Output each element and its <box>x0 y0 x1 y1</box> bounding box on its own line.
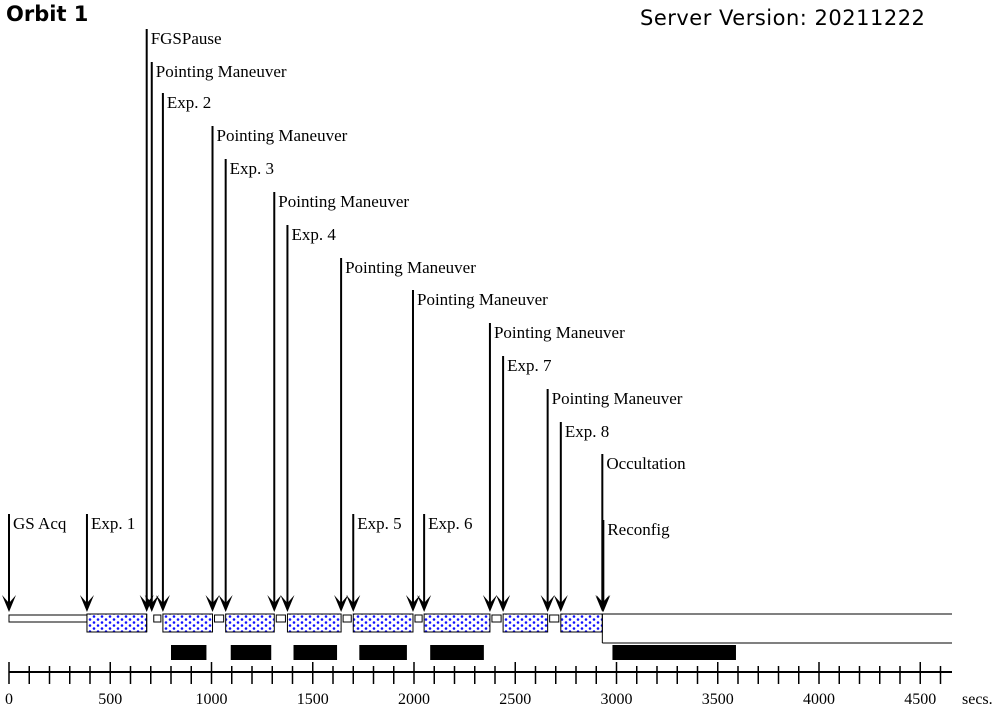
black-bar <box>293 645 338 660</box>
black-bar <box>612 645 736 660</box>
axis-unit-label: secs. <box>962 691 993 708</box>
segment-exposure <box>423 613 491 633</box>
segment-exposure <box>286 613 342 633</box>
tick-label: 3000 <box>601 691 633 708</box>
arrow-head-icon <box>155 595 170 612</box>
segment-maneuver <box>214 614 225 623</box>
tick-label: 1500 <box>297 691 329 708</box>
server-version-value: 20211222 <box>814 6 926 30</box>
tick-label: 2000 <box>398 691 430 708</box>
segment-maneuver <box>414 614 423 623</box>
black-bar <box>359 645 407 660</box>
segment-maneuver <box>342 614 352 623</box>
event-label: FGSPause <box>151 29 222 48</box>
arrow-head-icon <box>205 595 220 612</box>
arrow-head-icon <box>417 595 432 612</box>
arrow-head-icon <box>540 595 555 612</box>
event-label: Pointing Maneuver <box>494 323 625 342</box>
segment-maneuver <box>491 614 502 623</box>
event-label: Pointing Maneuver <box>417 290 548 309</box>
segment-exposure <box>352 613 414 633</box>
arrow-head-icon <box>346 595 361 612</box>
arrow-head-icon <box>280 595 295 612</box>
event-label: Pointing Maneuver <box>552 389 683 408</box>
tick-label: 1000 <box>196 691 228 708</box>
arrow-head-icon <box>144 595 159 612</box>
arrow-head-icon <box>139 595 154 612</box>
segment-exposure <box>86 613 148 633</box>
segment-exposure <box>560 613 603 633</box>
event-label: Occultation <box>606 454 686 473</box>
arrow-head-icon <box>553 595 568 612</box>
segment-maneuver <box>275 614 286 623</box>
segment-exposure <box>162 613 214 633</box>
event-label: Pointing Maneuver <box>345 258 476 277</box>
event-label: Exp. 4 <box>291 225 336 244</box>
arrow-head-icon <box>482 595 497 612</box>
arrow-head-icon <box>596 595 611 612</box>
segment-exposure <box>502 613 549 633</box>
event-label: Pointing Maneuver <box>156 62 287 81</box>
arrow-head-icon <box>267 595 282 612</box>
tick-label: 2500 <box>499 691 531 708</box>
black-bar <box>171 645 207 660</box>
tick-label: 4500 <box>904 691 936 708</box>
event-label: Pointing Maneuver <box>217 126 348 145</box>
page-title: Orbit 1 <box>6 2 89 26</box>
event-label: Exp. 1 <box>91 514 135 533</box>
event-label: Exp. 6 <box>428 514 472 533</box>
arrow-head-icon <box>496 595 511 612</box>
event-label: GS Acq <box>13 514 67 533</box>
timeline-bar <box>8 613 952 644</box>
black-bar <box>230 645 272 660</box>
segment-maneuver <box>549 614 560 623</box>
tick-label: 4000 <box>803 691 835 708</box>
arrow-head-icon <box>218 595 233 612</box>
black-bars <box>171 645 736 660</box>
event-label: Exp. 7 <box>507 356 552 375</box>
tick-label: 0 <box>5 691 13 708</box>
arrow-head-icon <box>334 595 349 612</box>
event-label: Exp. 3 <box>230 159 274 178</box>
arrow-head-icon <box>2 595 16 612</box>
server-version: Server Version: 20211222 <box>640 6 925 30</box>
segment-maneuver <box>153 614 162 623</box>
tick-label: 3500 <box>702 691 734 708</box>
event-label: Exp. 2 <box>167 93 211 112</box>
tick-label: 500 <box>98 691 122 708</box>
time-axis: 0 500 1000 1500 2000 2500 3000 3500 4000 4500 secs… <box>5 662 993 708</box>
event-label: Pointing Maneuver <box>278 192 409 211</box>
arrow-head-icon <box>405 595 420 612</box>
event-label: Exp. 5 <box>357 514 401 533</box>
event-label: Exp. 8 <box>565 422 609 441</box>
segment-acquisition <box>8 614 88 623</box>
arrow-head-icon <box>79 595 94 612</box>
segment-exposure <box>225 613 275 633</box>
server-version-label: Server Version: <box>640 6 808 30</box>
event-label: Reconfig <box>607 520 670 539</box>
black-bar <box>430 645 484 660</box>
